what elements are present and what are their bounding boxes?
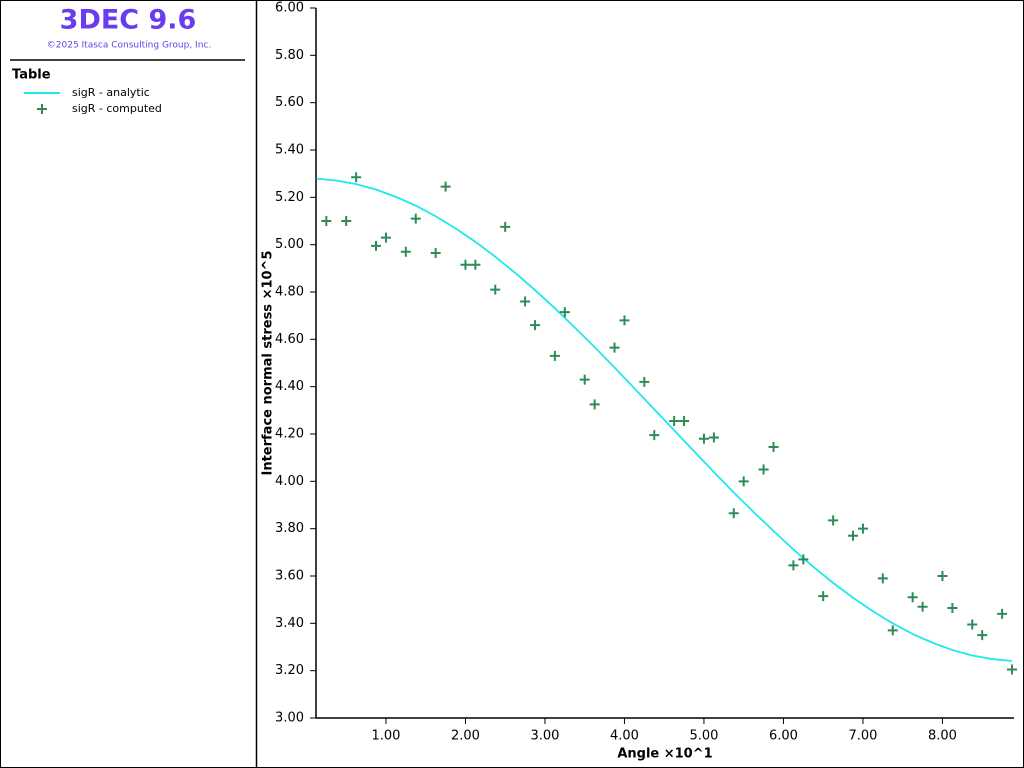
y-tick-label: 5.00: [275, 237, 304, 252]
computed-point: [430, 247, 441, 258]
computed-point: [907, 592, 918, 603]
x-tick-label: 5.00: [689, 729, 718, 744]
computed-point: [788, 560, 799, 571]
y-tick-label: 3.20: [275, 663, 304, 678]
computed-point: [738, 476, 749, 487]
legend-cross: [37, 104, 47, 114]
computed-point: [321, 216, 332, 226]
computed-point: [530, 320, 541, 331]
computed-point: [490, 284, 501, 295]
computed-point: [460, 259, 471, 270]
y-tick-label: 3.00: [275, 711, 304, 726]
computed-point: [857, 523, 868, 534]
computed-point: [708, 432, 719, 443]
y-tick-label: 4.80: [275, 285, 304, 300]
x-tick-label: 6.00: [769, 729, 798, 744]
computed-point: [589, 399, 600, 410]
computed-point: [549, 350, 560, 361]
computed-point: [649, 430, 660, 441]
computed-point: [609, 342, 620, 353]
computed-point: [917, 601, 928, 612]
y-tick-label: 5.20: [275, 190, 304, 205]
legend-title: Table: [12, 68, 51, 83]
computed-point: [500, 221, 511, 232]
computed-point: [559, 307, 570, 318]
legend-label: sigR - computed: [72, 102, 162, 115]
y-axis-label: Interface normal stress ×10^5: [261, 250, 276, 475]
computed-point: [848, 530, 859, 541]
computed-point: [470, 259, 481, 270]
computed-point: [947, 602, 958, 613]
computed-point: [977, 630, 988, 641]
computed-point: [440, 181, 451, 192]
computed-point: [371, 240, 382, 251]
x-tick-label: 1.00: [371, 729, 400, 744]
computed-point: [698, 433, 709, 444]
computed-point: [828, 515, 839, 526]
y-tick-label: 3.80: [275, 521, 304, 536]
computed-point: [768, 442, 779, 453]
computed-point: [639, 376, 650, 387]
computed-point: [798, 554, 809, 565]
computed-point: [758, 464, 769, 475]
computed-point: [400, 246, 411, 257]
y-tick-label: 4.40: [275, 379, 304, 394]
copyright: ©2025 Itasca Consulting Group, Inc.: [47, 41, 211, 51]
computed-point: [679, 415, 690, 426]
computed-point: [1007, 664, 1018, 675]
x-tick-label: 2.00: [451, 729, 480, 744]
y-tick-label: 5.60: [275, 95, 304, 110]
computed-point: [877, 573, 888, 584]
computed-point: [997, 608, 1008, 619]
computed-point: [818, 591, 829, 602]
computed-point: [937, 571, 948, 581]
app-title: 3DEC 9.6: [60, 5, 197, 36]
y-tick-label: 5.80: [275, 48, 304, 63]
x-tick-label: 8.00: [928, 729, 957, 744]
legend-label: sigR - analytic: [72, 86, 150, 99]
x-tick-label: 7.00: [848, 729, 877, 744]
computed-point: [579, 374, 590, 385]
computed-point: [351, 172, 362, 183]
y-tick-label: 5.40: [275, 143, 304, 158]
computed-point: [619, 315, 630, 326]
y-tick-label: 4.60: [275, 332, 304, 347]
computed-point: [341, 216, 352, 226]
y-tick-label: 4.20: [275, 427, 304, 442]
computed-point: [410, 213, 421, 224]
y-tick-label: 4.00: [275, 474, 304, 489]
computed-point: [967, 619, 978, 630]
y-tick-label: 3.40: [275, 616, 304, 631]
analytic-line: [316, 177, 1013, 662]
computed-point: [669, 415, 680, 426]
computed-point: [728, 508, 739, 519]
y-tick-label: 3.60: [275, 569, 304, 584]
x-tick-label: 3.00: [530, 729, 559, 744]
computed-point: [887, 625, 898, 636]
y-tick-label: 6.00: [275, 1, 304, 16]
x-axis-label: Angle ×10^1: [617, 747, 712, 762]
computed-point: [520, 296, 531, 307]
computed-point: [380, 232, 391, 243]
x-tick-label: 4.00: [610, 729, 639, 744]
